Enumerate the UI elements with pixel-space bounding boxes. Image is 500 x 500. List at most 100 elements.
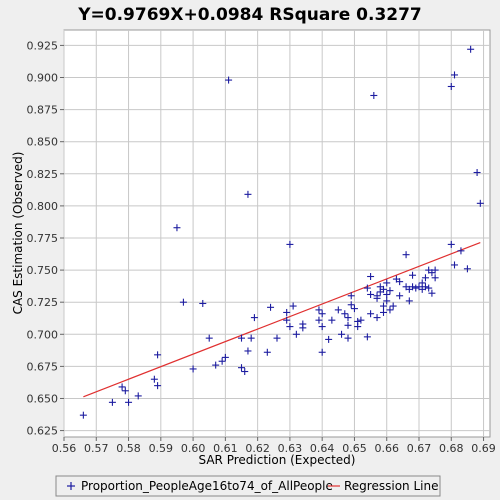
y-tick-label: 0.775 bbox=[27, 232, 59, 245]
x-tick-label: 0.64 bbox=[310, 442, 335, 455]
data-point bbox=[463, 265, 471, 273]
data-point bbox=[318, 310, 326, 318]
data-point bbox=[315, 306, 323, 314]
data-point bbox=[154, 351, 162, 359]
data-point bbox=[447, 240, 455, 248]
regression-line-layer bbox=[83, 241, 481, 398]
chart-title: Y=0.9769X+0.0984 RSquare 0.3277 bbox=[77, 5, 422, 25]
data-point bbox=[396, 292, 404, 300]
x-tick-label: 0.60 bbox=[181, 442, 206, 455]
scatter-points-layer bbox=[79, 45, 484, 419]
data-point bbox=[386, 306, 394, 314]
data-point bbox=[380, 308, 387, 316]
data-point bbox=[383, 279, 391, 287]
data-point bbox=[409, 271, 417, 279]
data-point bbox=[447, 82, 455, 90]
data-point bbox=[108, 398, 116, 406]
data-point bbox=[134, 392, 142, 400]
data-point bbox=[283, 308, 291, 316]
data-point bbox=[451, 71, 458, 79]
data-point bbox=[325, 335, 333, 343]
data-point bbox=[241, 368, 249, 376]
x-tick-label: 0.56 bbox=[52, 442, 77, 455]
data-point bbox=[286, 240, 294, 248]
data-point bbox=[383, 290, 391, 298]
data-point bbox=[212, 361, 220, 369]
data-point bbox=[386, 287, 394, 295]
data-point bbox=[315, 316, 323, 324]
data-point bbox=[199, 299, 207, 307]
data-point bbox=[402, 251, 410, 259]
data-point bbox=[338, 330, 346, 338]
y-tick-label: 0.800 bbox=[27, 200, 59, 213]
data-point bbox=[286, 323, 294, 331]
y-tick-label: 0.700 bbox=[27, 328, 59, 341]
x-tick-label: 0.67 bbox=[407, 442, 432, 455]
x-tick-label: 0.62 bbox=[245, 442, 270, 455]
data-point bbox=[341, 310, 349, 318]
data-point bbox=[363, 284, 371, 292]
legend-label-points: Proportion_PeopleAge16to74_of_AllPeople bbox=[81, 479, 333, 493]
y-axis-ticks: 0.625 0.650 0.675 0.700 0.725 0.750 0.775 0.800… bbox=[27, 39, 64, 438]
data-point bbox=[425, 284, 433, 292]
data-point bbox=[292, 330, 300, 338]
data-point bbox=[125, 398, 133, 406]
data-point bbox=[467, 45, 475, 53]
data-point bbox=[299, 324, 307, 332]
y-tick-label: 0.825 bbox=[27, 168, 59, 181]
y-tick-label: 0.650 bbox=[27, 392, 59, 405]
data-point bbox=[367, 290, 375, 298]
data-point bbox=[421, 274, 429, 282]
data-point bbox=[179, 298, 187, 306]
data-point bbox=[79, 411, 87, 419]
data-point bbox=[473, 169, 481, 177]
data-point bbox=[318, 348, 326, 356]
data-point bbox=[225, 76, 233, 84]
data-point bbox=[363, 333, 371, 341]
data-point bbox=[244, 190, 252, 198]
data-point bbox=[357, 316, 365, 324]
data-point bbox=[221, 353, 229, 361]
data-point bbox=[418, 279, 426, 287]
data-point bbox=[476, 199, 484, 207]
data-point bbox=[380, 302, 387, 310]
data-point bbox=[263, 348, 271, 356]
x-tick-label: 0.66 bbox=[374, 442, 399, 455]
data-point bbox=[344, 321, 352, 329]
data-point bbox=[431, 274, 439, 282]
data-point bbox=[367, 273, 375, 281]
y-tick-label: 0.925 bbox=[27, 39, 59, 52]
data-point bbox=[121, 387, 129, 395]
x-axis-ticks: 0.56 0.57 0.58 0.59 0.60 0.61 0.62 0.63 0.64 0.65… bbox=[52, 437, 496, 455]
y-tick-label: 0.725 bbox=[27, 296, 59, 309]
data-point bbox=[354, 323, 362, 331]
data-point bbox=[118, 383, 126, 391]
y-tick-label: 0.625 bbox=[27, 425, 59, 438]
data-point bbox=[457, 247, 465, 255]
x-tick-label: 0.69 bbox=[471, 442, 496, 455]
data-point bbox=[431, 266, 439, 274]
x-tick-label: 0.65 bbox=[342, 442, 367, 455]
data-point bbox=[370, 91, 378, 99]
grid-lines bbox=[63, 30, 490, 437]
legend-box bbox=[55, 475, 441, 497]
data-point bbox=[250, 314, 258, 322]
data-point bbox=[405, 297, 413, 305]
data-point bbox=[428, 289, 436, 297]
data-point bbox=[244, 347, 252, 355]
data-point bbox=[150, 375, 158, 383]
y-tick-label: 0.750 bbox=[27, 264, 59, 277]
data-point bbox=[238, 364, 245, 372]
x-axis-title: SAR Prediction (Expected) bbox=[199, 453, 356, 467]
data-point bbox=[344, 314, 352, 322]
data-point bbox=[247, 334, 255, 342]
data-point bbox=[380, 285, 387, 293]
plot-area bbox=[63, 29, 491, 438]
data-point bbox=[383, 297, 391, 305]
data-point bbox=[347, 301, 355, 309]
data-point bbox=[154, 382, 162, 390]
data-point bbox=[373, 314, 381, 322]
x-tick-label: 0.63 bbox=[278, 442, 303, 455]
data-point bbox=[389, 302, 397, 310]
